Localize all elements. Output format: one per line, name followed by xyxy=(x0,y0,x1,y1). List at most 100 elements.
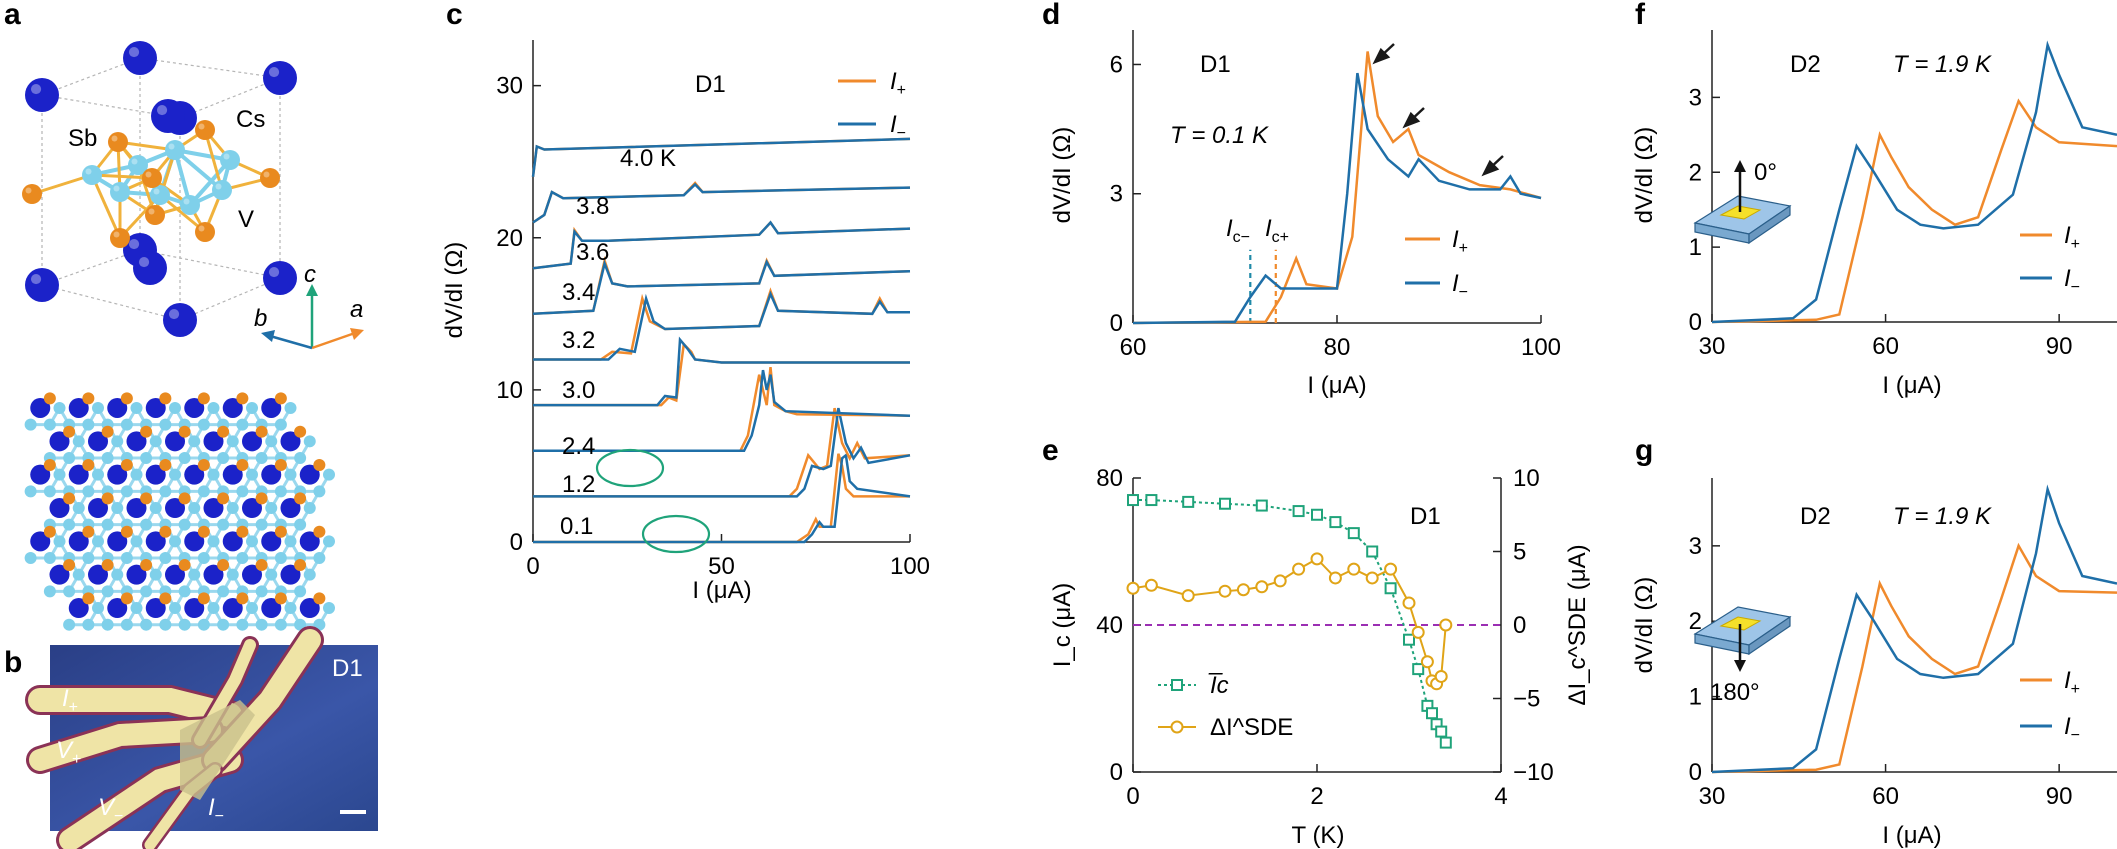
kagome-v-site xyxy=(246,602,258,615)
kagome-cs-site xyxy=(222,464,243,485)
kagome-v-site xyxy=(149,435,162,448)
kagome-v-site xyxy=(63,451,76,464)
atom-sb-highlight xyxy=(148,208,155,215)
y-tick-label: 0 xyxy=(1689,759,1702,786)
atom-sb xyxy=(142,168,162,188)
y2-tick-label: 10 xyxy=(1513,465,1540,492)
x-axis-label-c: I (μA) xyxy=(692,577,751,604)
atom-sb-highlight xyxy=(111,135,118,142)
kagome-v-site xyxy=(24,485,37,498)
kagome-v-site xyxy=(92,401,104,414)
y2-tick-label: −10 xyxy=(1513,759,1554,786)
ic-point xyxy=(1292,505,1305,518)
atom-cs xyxy=(133,251,167,285)
ic-point xyxy=(1145,494,1158,507)
legend-d: I+ I− xyxy=(1405,226,1468,301)
delta-point xyxy=(1411,625,1425,639)
atom-sb-highlight xyxy=(263,171,270,178)
legend-e-ic-marker xyxy=(1171,679,1183,691)
kagome-cs-site xyxy=(165,498,185,518)
curve-label-c: 3.2 xyxy=(562,327,595,354)
kagome-cs-site xyxy=(280,498,301,518)
kagome-v-site xyxy=(82,485,95,498)
kagome-v-site xyxy=(265,502,278,514)
kagome-sb-site xyxy=(82,525,95,538)
x-tick-label: 0 xyxy=(526,553,539,580)
kagome-cs-site xyxy=(68,464,89,485)
curve-e-ic xyxy=(1133,499,1447,743)
kagome-v-site xyxy=(188,435,201,448)
delta-point xyxy=(1181,589,1195,603)
kagome-sb-site xyxy=(274,392,287,405)
legend-e-delta: ΔI^SDE xyxy=(1210,714,1293,741)
kagome-sb-site xyxy=(236,459,249,472)
delta-point xyxy=(1292,562,1306,576)
temperature-f: T = 1.9 K xyxy=(1893,51,1992,78)
ic-point xyxy=(1127,494,1139,507)
y-axis-label-d: dV/dI (Ω) xyxy=(1049,127,1076,224)
panel-label-b: b xyxy=(4,646,22,679)
delta-point xyxy=(1402,596,1416,610)
kagome-sb-site xyxy=(101,559,114,572)
delta-point xyxy=(1434,669,1448,683)
panel-label-f: f xyxy=(1635,0,1646,31)
atom-v-highlight xyxy=(215,183,222,190)
y-axis-label-g: dV/dI (Ω) xyxy=(1631,577,1658,674)
kagome-v-site xyxy=(140,518,153,531)
kagome-sb-site xyxy=(313,525,326,538)
kagome-sb-site xyxy=(236,525,249,538)
highlight-ellipse-32K xyxy=(595,448,665,488)
peak-arrows-d xyxy=(1372,43,1504,177)
kagome-v-site xyxy=(140,585,153,598)
kagome-v-site xyxy=(159,618,172,631)
curve-label-c: 4.0 K xyxy=(620,145,676,172)
atom-cs xyxy=(25,268,59,302)
y-tick-label: 0 xyxy=(510,529,523,556)
kagome-cs-site xyxy=(203,498,224,518)
kagome-v-site xyxy=(255,518,268,531)
atom-cs-highlight xyxy=(268,266,280,278)
kagome-lattice-topview xyxy=(24,392,335,631)
curve-d-plus xyxy=(1132,51,1542,325)
kagome-v-site xyxy=(178,451,191,464)
x-tick-label: 60 xyxy=(1120,334,1147,361)
curve-c-minus-2.4 xyxy=(533,369,911,452)
contact-label-vminus: V− xyxy=(98,794,123,825)
atom-cs-highlight xyxy=(30,83,42,95)
atom-cs xyxy=(263,61,297,95)
kagome-v-site xyxy=(294,451,307,464)
atom-v-highlight xyxy=(153,188,160,195)
y-tick-label: 2 xyxy=(1689,608,1702,635)
ic-point xyxy=(1329,516,1342,529)
kagome-v-site xyxy=(255,618,268,631)
sample-orientation-180deg: 180° xyxy=(1693,606,1792,706)
kagome-v-site xyxy=(159,418,172,431)
curve-g-plus xyxy=(1711,542,2117,774)
kagome-v-site xyxy=(178,618,191,631)
y-tick-label: 3 xyxy=(1689,533,1702,560)
kagome-v-site xyxy=(207,535,220,548)
kagome-v-site xyxy=(217,585,230,598)
sample-orientation-0deg: 0° xyxy=(1693,159,1792,245)
kagome-sb-site xyxy=(63,425,76,438)
kagome-v-site xyxy=(82,552,95,565)
x-tick-label: 90 xyxy=(2046,783,2073,810)
kagome-v-site xyxy=(72,502,85,514)
kagome-v-site xyxy=(120,485,133,498)
curve-label-c: 1.2 xyxy=(562,471,595,498)
kagome-cs-site xyxy=(242,564,262,585)
label-ic-minus: Ic− xyxy=(1226,215,1250,246)
atom-v-highlight xyxy=(131,158,138,165)
kagome-cs-site xyxy=(222,598,243,619)
kagome-v-site xyxy=(313,485,326,498)
delta-point xyxy=(1236,583,1250,597)
kagome-v-site xyxy=(294,585,307,598)
x-tick-label: 30 xyxy=(1699,783,1726,810)
kagome-cs-site xyxy=(88,564,108,585)
kagome-cs-site xyxy=(68,531,89,552)
kagome-v-site xyxy=(120,418,133,431)
highlight-ellipse-30K xyxy=(641,514,711,554)
bond-sb-v xyxy=(31,173,93,196)
kagome-v-site xyxy=(226,502,239,514)
kagome-v-site xyxy=(323,602,335,615)
